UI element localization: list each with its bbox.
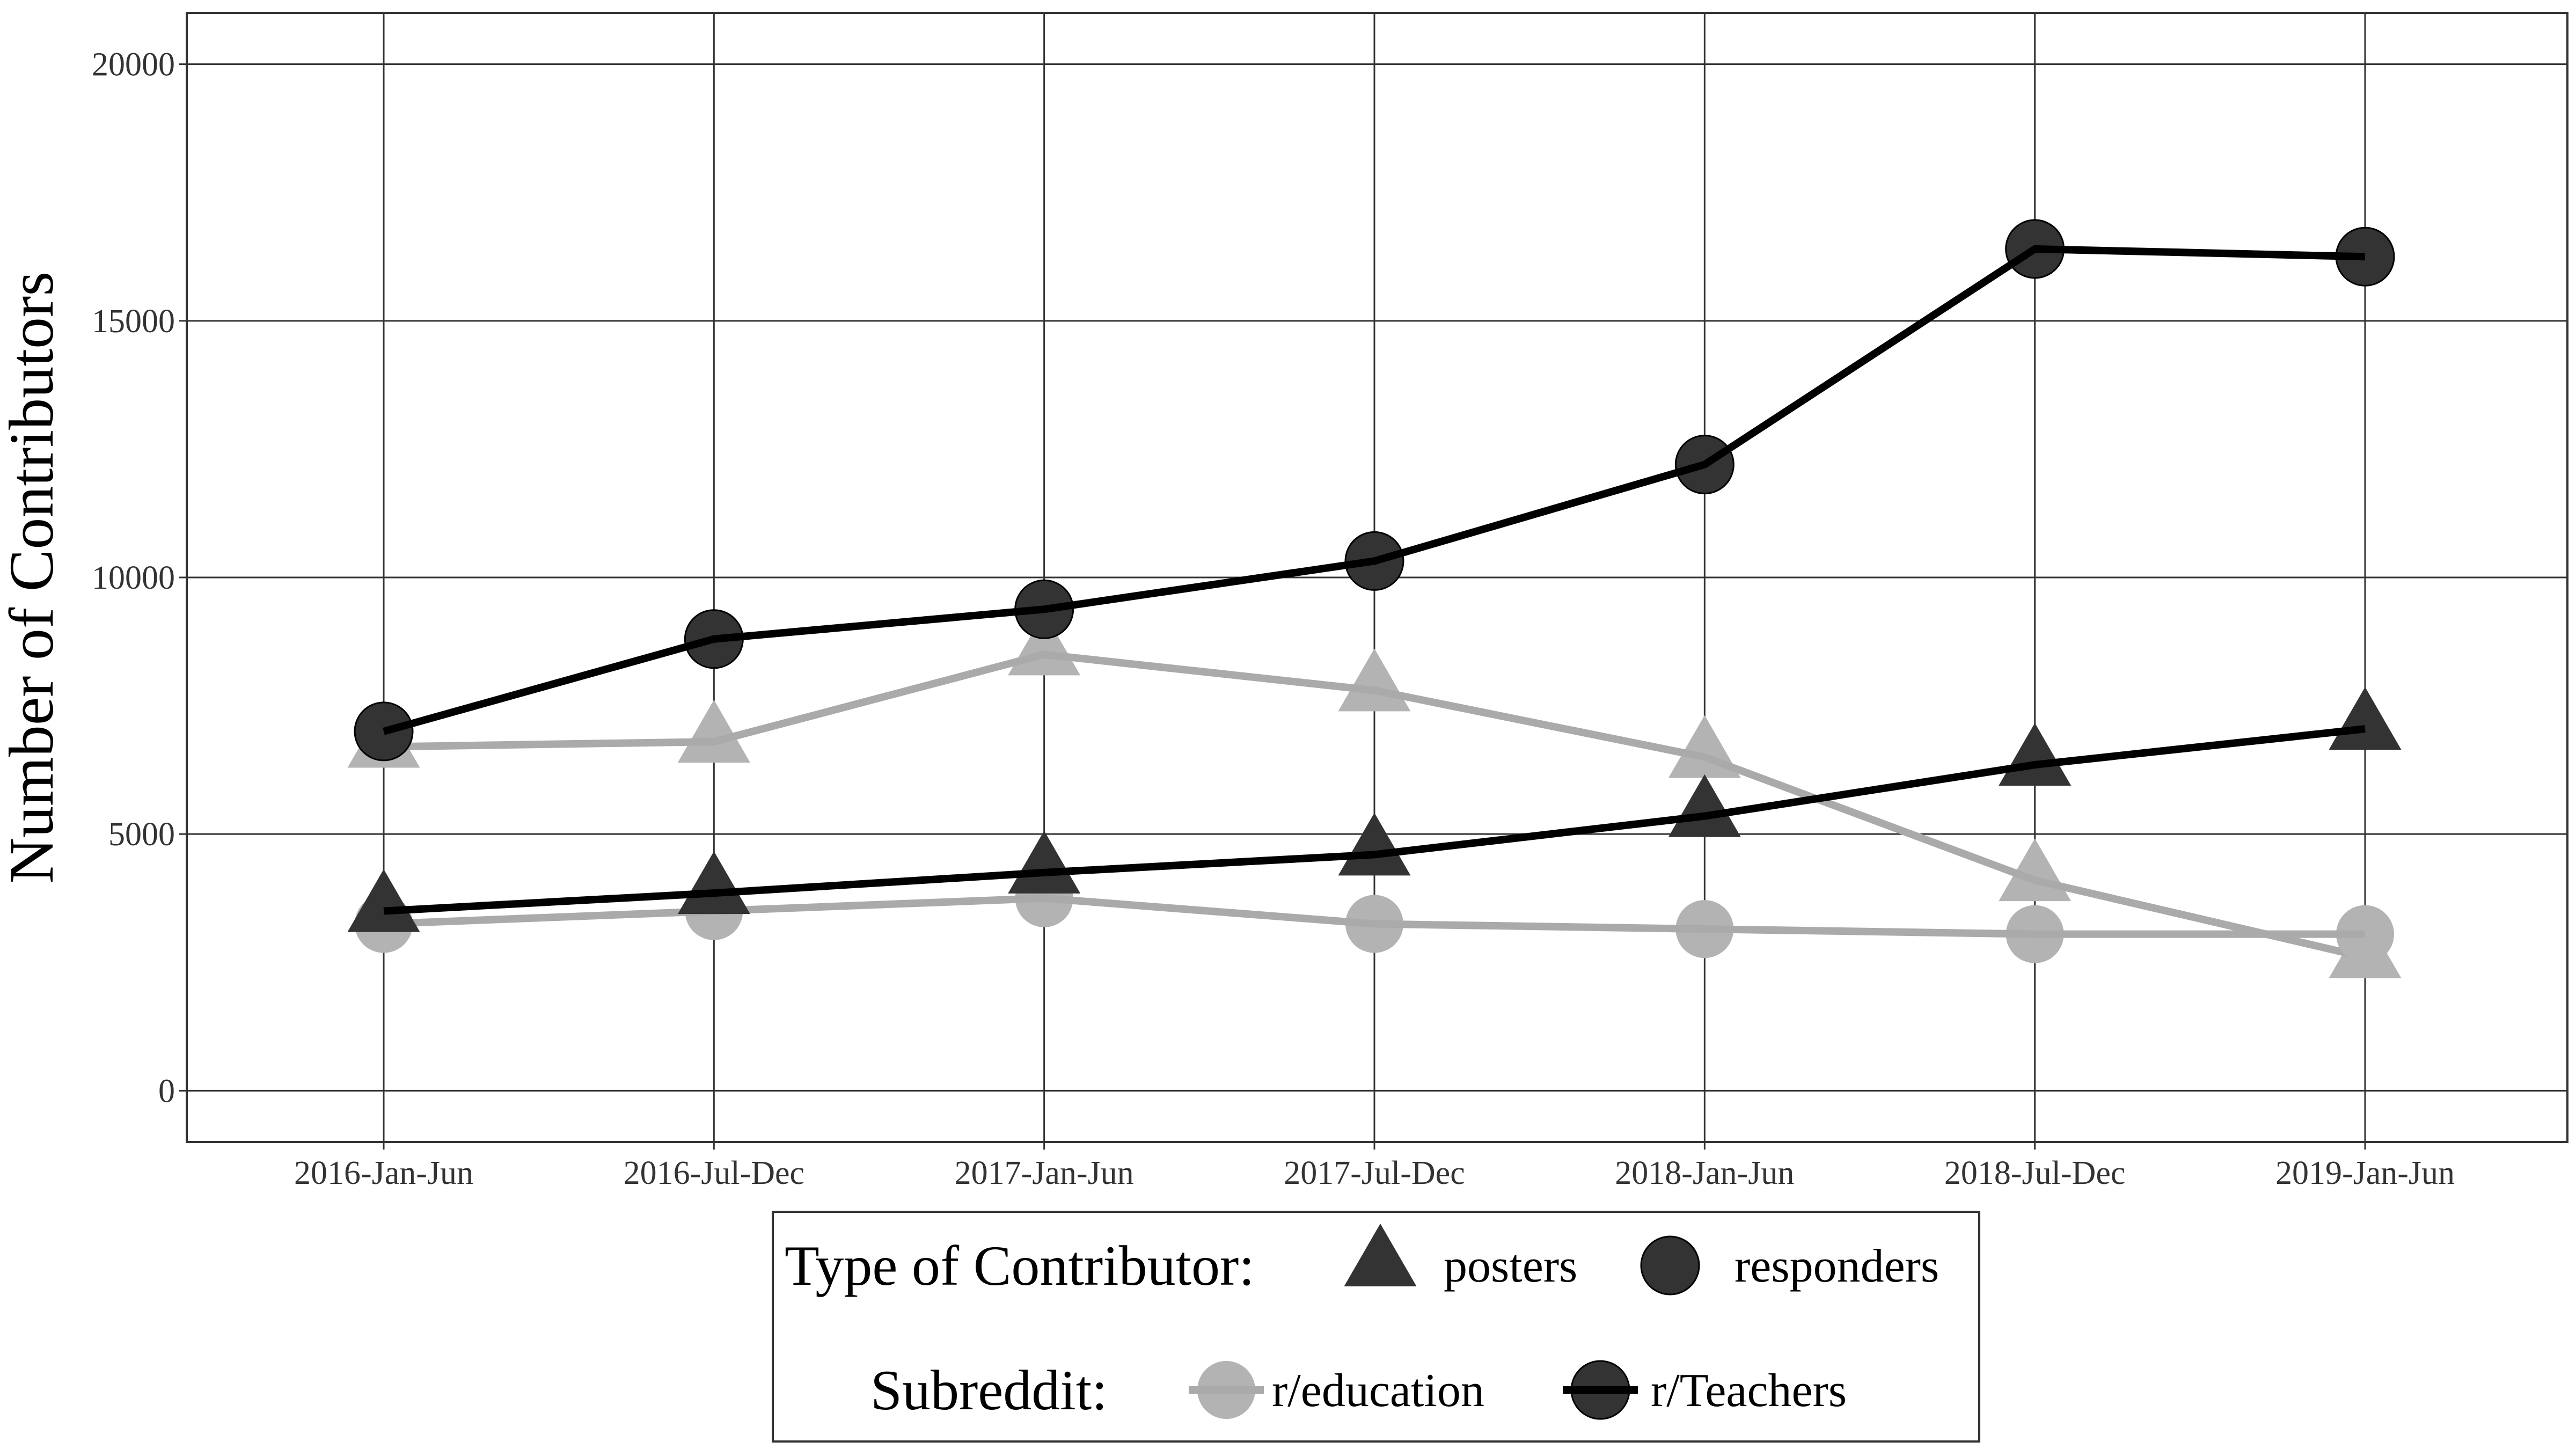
- x-tick-label: 2018-Jan-Jun: [1615, 1155, 1794, 1191]
- x-tick-label: 2018-Jul-Dec: [1944, 1155, 2125, 1191]
- series-markers: [347, 687, 2402, 932]
- legend-label-type: responders: [1735, 1240, 1939, 1292]
- x-tick-label: 2016-Jul-Dec: [624, 1155, 804, 1191]
- legend-key-posters-triangle: [1344, 1224, 1417, 1286]
- y-axis-title: Number of Contributors: [0, 272, 67, 884]
- y-tick-label: 15000: [92, 303, 175, 340]
- y-tick-label: 20000: [92, 47, 175, 83]
- x-tick-label: 2017-Jan-Jun: [955, 1155, 1134, 1191]
- data-point-triangle: [1338, 813, 1411, 876]
- x-tick-label: 2016-Jan-Jun: [294, 1155, 473, 1191]
- data-point-triangle: [1008, 830, 1081, 894]
- legend: Type of Contributor: posters responders S…: [772, 1211, 1980, 1443]
- series-line: [383, 650, 2366, 961]
- x-tick-label: 2017-Jul-Dec: [1284, 1155, 1465, 1191]
- y-tick-label: 5000: [108, 816, 175, 853]
- legend-key-responders-circle: [1640, 1235, 1700, 1296]
- y-tick-label: 0: [158, 1073, 175, 1109]
- series-line: [383, 245, 2366, 735]
- data-point-triangle: [677, 851, 750, 914]
- data-point-triangle: [347, 869, 420, 932]
- x-tick-label: 2019-Jan-Jun: [2275, 1155, 2455, 1191]
- legend-type-items: posters responders: [1344, 1224, 1939, 1296]
- legend-label-subreddit: r/education: [1272, 1365, 1484, 1417]
- legend-type-title: Type of Contributor:: [785, 1234, 1255, 1297]
- y-axis-ticks: 0 5000 10000 15000 20000: [92, 47, 187, 1109]
- legend-subreddit-items: r/education r/Teachers: [1189, 1360, 1847, 1420]
- x-axis-ticks: 2016-Jan-Jun 2016-Jul-Dec 2017-Jan-Jun 2017…: [294, 1142, 2455, 1191]
- data-point-triangle: [677, 700, 750, 763]
- series-points: [347, 219, 2402, 978]
- legend-label-type: posters: [1444, 1240, 1577, 1292]
- legend-label-subreddit: r/Teachers: [1651, 1365, 1847, 1417]
- series-markers: [354, 219, 2395, 762]
- series-line: [383, 725, 2366, 915]
- legend-subreddit-title: Subreddit:: [870, 1359, 1108, 1422]
- y-tick-label: 10000: [92, 560, 175, 596]
